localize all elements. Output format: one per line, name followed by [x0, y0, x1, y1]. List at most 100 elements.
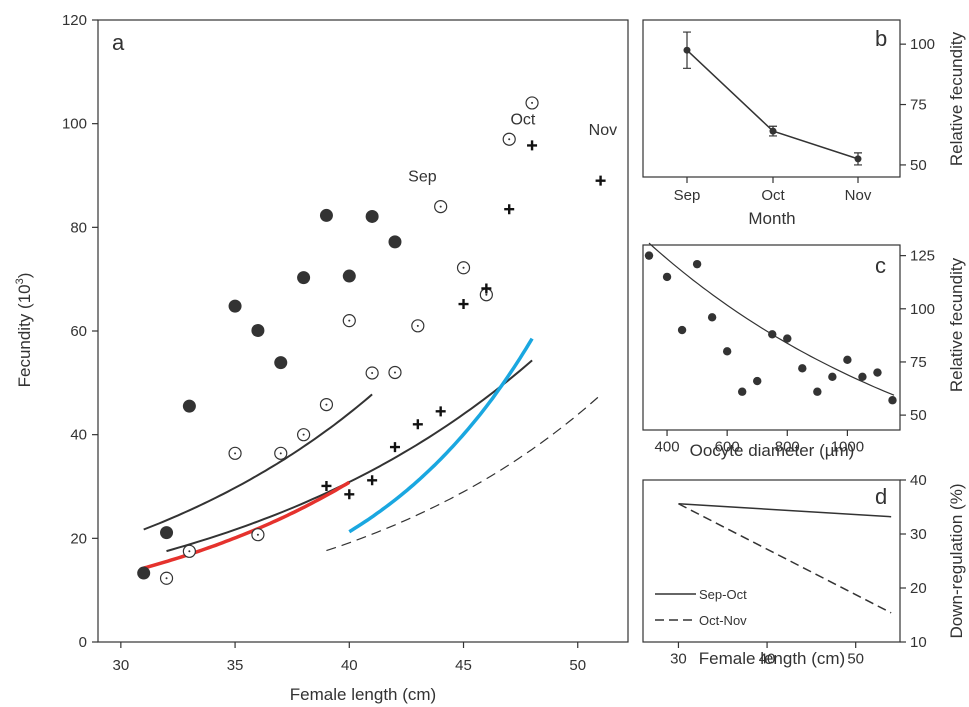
a-y-tick-label: 60	[70, 323, 87, 340]
c-point	[753, 376, 762, 386]
a-point-oct-dot	[416, 324, 419, 327]
panel-c-x-label: Oocyte diameter (µm)	[690, 441, 855, 460]
a-point-sep	[182, 399, 196, 413]
b-x-tick-label: Nov	[845, 187, 872, 204]
panel-c: c 50 75 100 125 400 600 800 1000 Oocyte diamet…	[642, 242, 966, 460]
a-point-nov	[458, 299, 469, 310]
c-point	[798, 364, 807, 373]
a-point-oct-dot	[393, 371, 396, 374]
b-point	[769, 127, 777, 135]
a-point-oct	[388, 365, 402, 380]
a-x-tick-label: 30	[113, 657, 130, 674]
a-point-nov	[481, 283, 492, 294]
panel-c-y-label: Relative fecundity	[947, 257, 966, 392]
c-point	[707, 313, 717, 322]
d-line-sep-oct	[678, 503, 892, 518]
a-x-tick-label: 50	[569, 657, 586, 674]
panel-a-fit-curves	[143, 337, 601, 570]
a-fit-curve-oct	[143, 480, 351, 570]
a-point-sep	[388, 235, 402, 249]
panel-d-x-axis: 30 40 50	[670, 642, 864, 667]
panel-d-frame	[642, 479, 901, 643]
a-x-tick-label: 35	[227, 657, 244, 674]
panel-a-label: a	[112, 30, 125, 55]
d-y-tick-label: 20	[910, 580, 927, 597]
c-point	[644, 251, 654, 260]
a-point-oct	[251, 528, 265, 542]
a-point-sep	[365, 209, 379, 223]
panel-a-x-axis: 30 35 40 45 50	[113, 642, 586, 674]
panel-a-y-axis: 0 20 40 60 80 100 120	[62, 12, 98, 651]
a-point-oct-dot	[302, 433, 305, 436]
a-point-oct	[365, 366, 379, 380]
a-point-oct-dot	[188, 550, 191, 553]
a-point-oct-dot	[325, 403, 328, 406]
b-point	[683, 46, 691, 54]
a-y-tick-label: 40	[70, 427, 87, 444]
a-annotation-sep: Sep	[408, 169, 437, 186]
a-point-nov	[389, 442, 400, 453]
panel-c-x-axis: 400 600 800 1000	[655, 430, 864, 455]
c-point	[873, 368, 882, 377]
c-y-tick-label: 125	[910, 248, 935, 265]
a-point-oct-dot	[462, 266, 465, 269]
b-y-tick-label: 50	[910, 157, 927, 174]
panel-b-x-axis: Sep Oct Nov	[674, 177, 872, 204]
c-point	[722, 347, 732, 356]
a-point-oct-dot	[531, 101, 534, 104]
panel-a-annotations: Sep Oct Nov	[408, 111, 617, 185]
a-point-oct	[525, 96, 539, 110]
panel-a-points	[137, 96, 606, 585]
a-point-oct	[456, 261, 471, 275]
a-point-oct-dot	[348, 319, 351, 322]
panel-c-y-axis: 50 75 100 125	[900, 248, 935, 424]
d-y-tick-label: 10	[910, 634, 927, 651]
panel-b-y-axis: 50 75 100	[900, 36, 935, 174]
panel-b: b 50 75 100 Sep Oct Nov Month Relative fecun…	[642, 19, 966, 228]
c-x-tick-label: 400	[655, 438, 680, 455]
panel-b-label: b	[875, 26, 887, 51]
panel-d-label: d	[875, 484, 887, 509]
a-annotation-nov: Nov	[589, 122, 617, 139]
c-point	[768, 330, 777, 339]
a-point-sep	[137, 566, 151, 580]
a-point-sep	[228, 299, 242, 313]
a-y-tick-label: 0	[79, 634, 87, 651]
panel-a-y-label-sup: 3	[14, 278, 26, 284]
a-point-nov	[344, 489, 355, 500]
a-point-nov	[595, 175, 606, 186]
a-point-oct	[411, 319, 425, 333]
a-point-oct-dot	[234, 452, 237, 455]
c-y-tick-label: 100	[910, 301, 935, 318]
a-fit-curve-oct	[166, 359, 533, 553]
panel-a: a 0 20 40 60 80 100 120 30 35 40 45 50 Sep Oct Nov F…	[14, 12, 629, 704]
a-point-oct	[434, 200, 448, 214]
a-point-nov	[321, 480, 332, 491]
c-point	[828, 372, 837, 382]
a-point-sep	[319, 208, 333, 222]
d-y-tick-label: 30	[910, 526, 927, 543]
a-point-oct-dot	[256, 533, 259, 536]
c-point	[858, 372, 867, 382]
panel-d: d 10 20 30 40 30 40 50 Sep-Oct Oct-Nov Female…	[642, 472, 966, 668]
panel-a-y-label-main: Fecundity (10	[15, 284, 34, 387]
b-x-tick-label: Sep	[674, 187, 701, 204]
d-y-tick-label: 40	[910, 472, 927, 489]
a-point-oct	[502, 132, 516, 146]
c-point	[813, 387, 822, 396]
c-x-tick-label: 800	[775, 438, 800, 455]
c-fit-curve	[648, 242, 895, 396]
a-point-nov	[527, 140, 538, 151]
a-point-oct-dot	[508, 138, 511, 141]
c-x-tick-label: 1000	[831, 438, 864, 455]
d-x-tick-label: 50	[847, 650, 864, 667]
panel-c-points	[644, 242, 897, 405]
a-point-oct	[342, 314, 356, 328]
a-point-oct	[319, 398, 334, 412]
b-y-tick-label: 75	[910, 97, 927, 114]
d-line-oct-nov	[678, 503, 892, 614]
a-point-nov	[435, 406, 446, 417]
c-x-tick-label: 600	[715, 438, 740, 455]
a-point-nov	[412, 419, 423, 430]
d-x-tick-label: 40	[759, 650, 776, 667]
